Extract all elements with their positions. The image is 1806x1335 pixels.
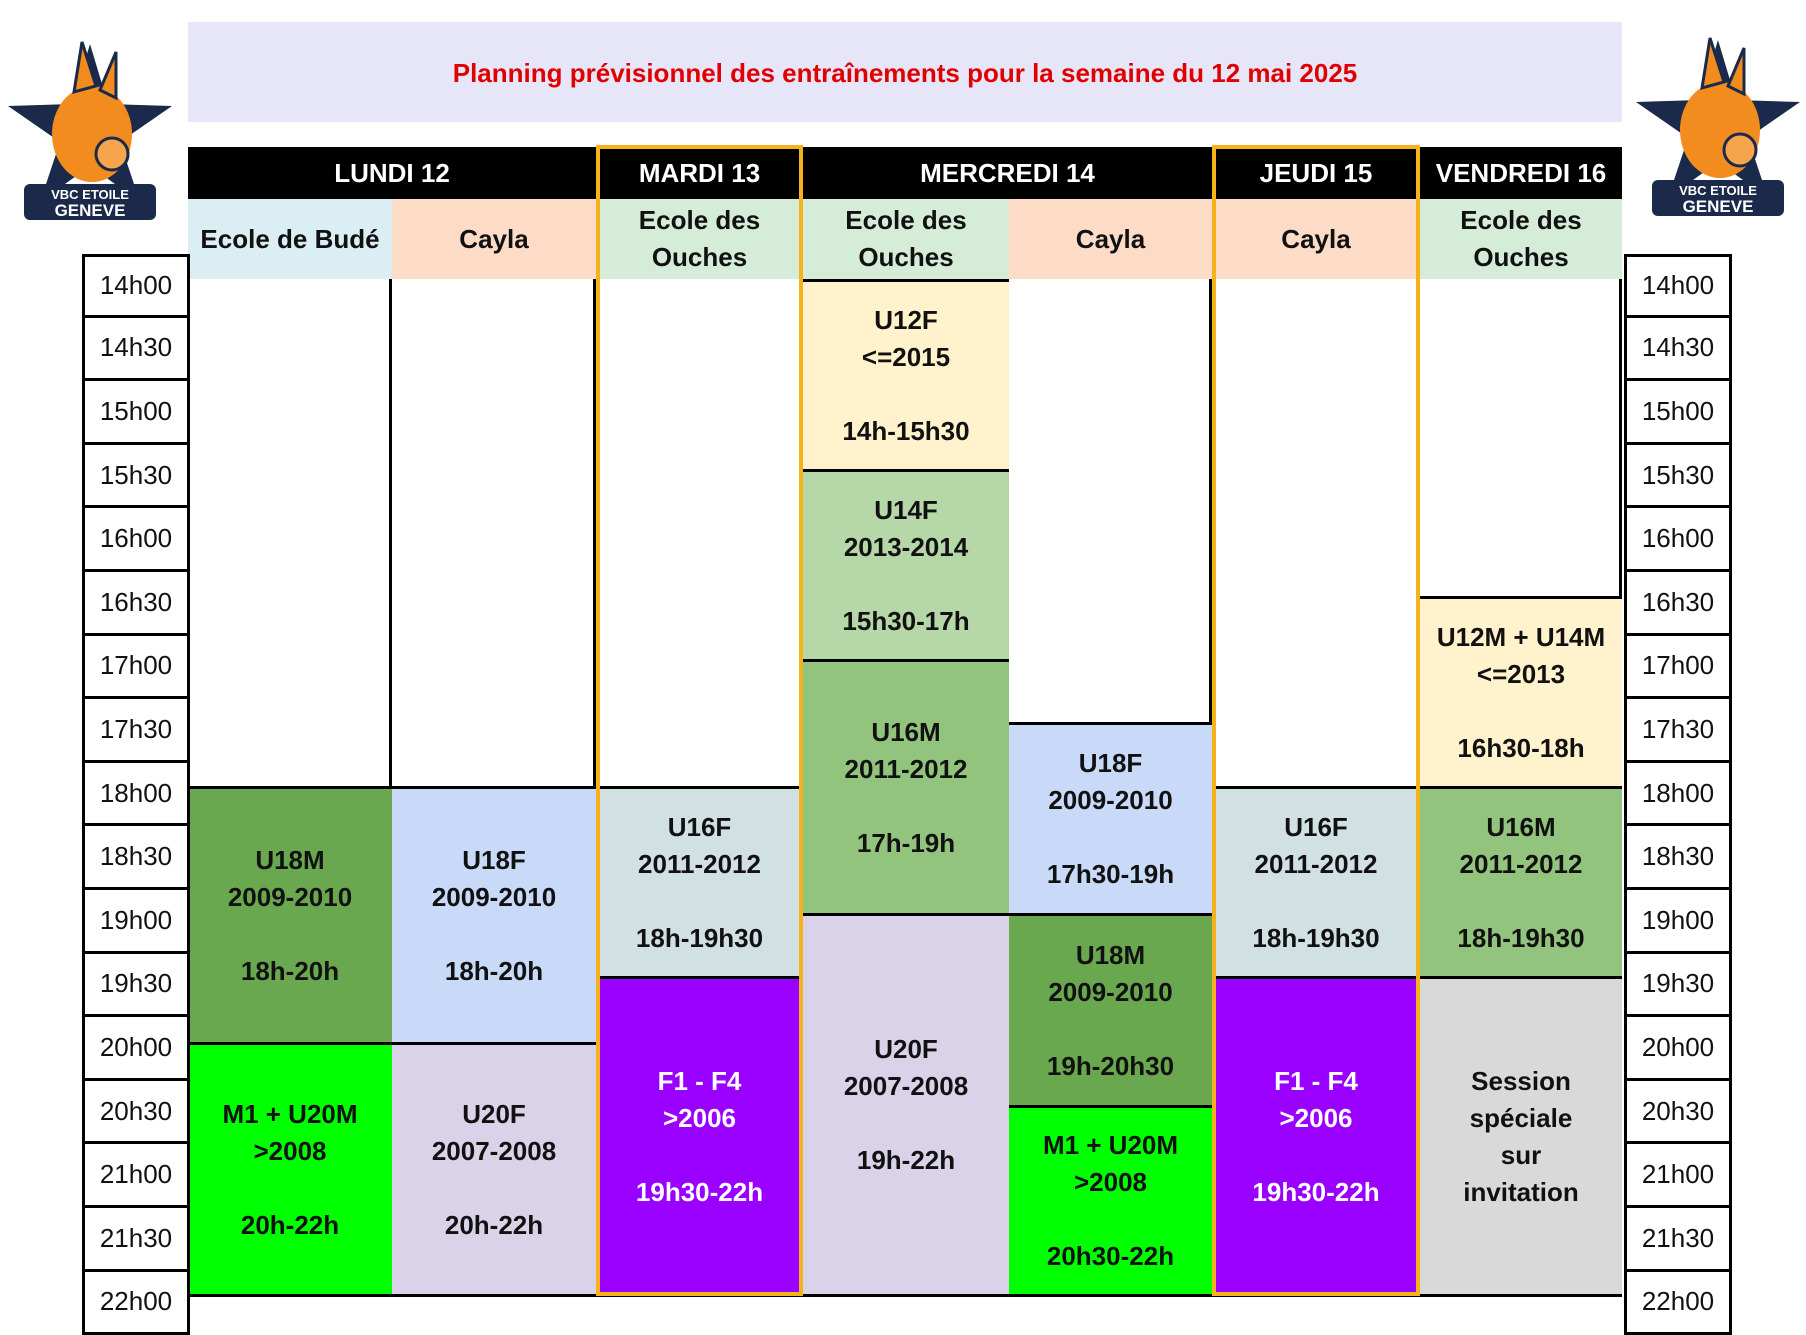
session-block: U16F 2011-2012 18h-19h30 <box>1212 786 1420 976</box>
page-title: Planning prévisionnel des entraînements … <box>452 58 1358 88</box>
logo-text-1: VBC ETOILE <box>51 187 129 202</box>
time-label: 21h30 <box>82 1208 190 1272</box>
session-block: U20F 2007-2008 20h-22h <box>392 1042 596 1294</box>
time-label: 18h30 <box>1624 826 1732 890</box>
venue-label: Cayla <box>1075 223 1146 254</box>
session-block: U18F 2009-2010 18h-20h <box>392 786 596 1042</box>
session-block: M1 + U20M >2008 20h30-22h <box>1009 1105 1212 1294</box>
logo-text-2: GENEVE <box>55 201 126 220</box>
time-label: 20h30 <box>82 1080 190 1145</box>
venue-label: Cayla <box>459 223 529 254</box>
table-bottom-border <box>188 1294 1622 1297</box>
day-header-vendredi: VENDREDI 16 <box>1420 147 1622 199</box>
session-block: Session spéciale sur invitation <box>1420 976 1622 1294</box>
time-label: 21h30 <box>1624 1208 1732 1272</box>
time-label: 16h30 <box>82 572 190 636</box>
venue-label: Ecole des Ouches <box>638 205 761 272</box>
venue-header: Ecole des Ouches <box>596 199 803 279</box>
session-block: U12F <=2015 14h-15h30 <box>803 279 1009 469</box>
time-label: 15h30 <box>1624 444 1732 509</box>
time-label: 14h30 <box>1624 317 1732 382</box>
logo-text-1: VBC ETOILE <box>1679 183 1757 198</box>
venue-header: Cayla <box>392 199 596 279</box>
time-label: 15h30 <box>82 444 190 509</box>
venue-label: Ecole de Budé <box>200 223 380 254</box>
session-block: U20F 2007-2008 19h-22h <box>803 913 1009 1294</box>
time-label: 15h00 <box>82 381 190 445</box>
time-label: 15h00 <box>1624 381 1732 445</box>
session-block: M1 + U20M >2008 20h-22h <box>188 1042 392 1294</box>
time-label: 14h00 <box>82 254 190 318</box>
time-label: 19h00 <box>82 890 190 954</box>
time-label: 18h30 <box>82 826 190 890</box>
session-block: F1 - F4 >2006 19h30-22h <box>596 976 803 1294</box>
venue-header: Ecole des Ouches <box>1420 199 1622 279</box>
time-label: 16h00 <box>1624 508 1732 572</box>
session-block: F1 - F4 >2006 19h30-22h <box>1212 976 1420 1294</box>
time-label: 22h00 <box>1624 1271 1732 1335</box>
session-block: U18F 2009-2010 17h30-19h <box>1009 722 1212 913</box>
time-label: 20h00 <box>82 1017 190 1081</box>
session-block: U18M 2009-2010 18h-20h <box>188 786 392 1042</box>
time-label: 16h00 <box>82 508 190 572</box>
time-label: 19h00 <box>1624 890 1732 954</box>
club-logo-left: VBC ETOILE GENEVE <box>4 34 176 239</box>
session-block: U16M 2011-2012 17h-19h <box>803 659 1009 913</box>
time-label: 16h30 <box>1624 572 1732 636</box>
venue-label: Ecole des Ouches <box>845 205 967 272</box>
day-header-mardi: MARDI 13 <box>596 147 803 199</box>
club-logo-right: VBC ETOILE GENEVE <box>1632 30 1804 235</box>
logo-text-2: GENEVE <box>1683 197 1754 216</box>
session-block: U16M 2011-2012 18h-19h30 <box>1420 786 1622 976</box>
time-label: 18h00 <box>1624 762 1732 827</box>
time-label: 14h30 <box>82 317 190 382</box>
time-label: 17h30 <box>82 699 190 763</box>
venue-header: Ecole de Budé <box>188 199 392 279</box>
day-header-mercredi: MERCREDI 14 <box>803 147 1212 199</box>
day-header-jeudi: JEUDI 15 <box>1212 147 1420 199</box>
time-label: 17h00 <box>1624 635 1732 700</box>
time-label: 17h00 <box>82 635 190 700</box>
time-label: 14h00 <box>1624 254 1732 318</box>
venue-label: Cayla <box>1281 223 1351 254</box>
session-block: U12M + U14M <=2013 16h30-18h <box>1420 596 1622 786</box>
time-label: 18h00 <box>82 762 190 827</box>
title-banner: Planning prévisionnel des entraînements … <box>188 22 1622 122</box>
venue-label: Ecole des Ouches <box>1460 205 1582 272</box>
venue-header: Ecole des Ouches <box>803 199 1009 279</box>
session-block: U14F 2013-2014 15h30-17h <box>803 469 1009 659</box>
time-label: 19h30 <box>1624 953 1732 1018</box>
time-label: 22h00 <box>82 1271 190 1335</box>
venue-header: Cayla <box>1212 199 1420 279</box>
session-block: U16F 2011-2012 18h-19h30 <box>596 786 803 976</box>
time-label: 21h00 <box>82 1144 190 1208</box>
time-label: 20h30 <box>1624 1080 1732 1145</box>
session-block: U18M 2009-2010 19h-20h30 <box>1009 913 1212 1105</box>
time-label: 19h30 <box>82 953 190 1018</box>
venue-header: Cayla <box>1009 199 1212 279</box>
time-label: 17h30 <box>1624 699 1732 763</box>
time-label: 20h00 <box>1624 1017 1732 1081</box>
time-label: 21h00 <box>1624 1144 1732 1208</box>
day-header-lundi: LUNDI 12 <box>188 147 596 199</box>
